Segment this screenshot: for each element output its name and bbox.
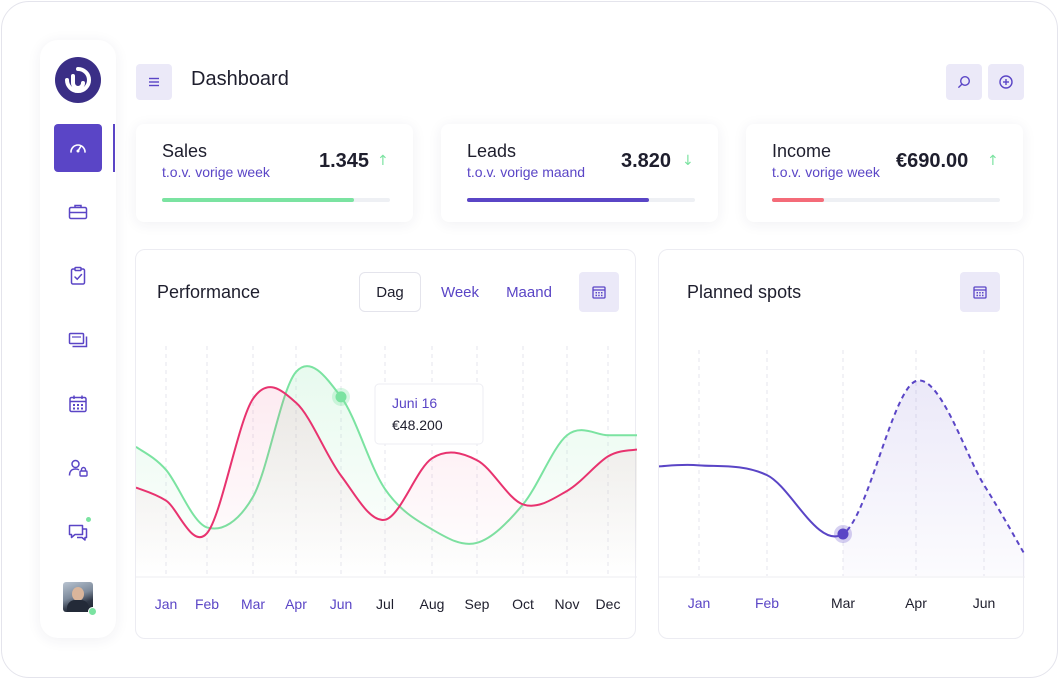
forecast-area: [843, 380, 1025, 576]
screens-icon: [68, 332, 88, 348]
menu-icon: [149, 77, 159, 87]
sidebar-item-portfolio[interactable]: [54, 188, 102, 236]
tooltip-border: [374, 383, 484, 445]
panel-title: Planned spots: [687, 282, 802, 302]
stat-value: 3.820: [621, 150, 672, 172]
stat-value: €690.00: [896, 150, 969, 172]
stat-card-leads: Leads t.o.v. vorige maand 3.820 ↓: [441, 124, 718, 222]
series-area: [136, 387, 637, 576]
brand-logo[interactable]: [55, 57, 101, 103]
x-tick-label: Jun: [973, 595, 996, 611]
sidebar: [40, 40, 116, 638]
sidebar-item-calendar[interactable]: [54, 380, 102, 428]
series-line: [136, 365, 637, 545]
gauge-icon: [70, 144, 86, 153]
x-tick-label: Feb: [755, 595, 779, 611]
x-tick-label: Aug: [420, 596, 445, 612]
trend-down-icon: ↓: [682, 153, 694, 169]
tab-dag[interactable]: Dag: [359, 272, 421, 312]
actual-line: [659, 463, 843, 538]
user-avatar[interactable]: [63, 582, 97, 616]
sidebar-item-media[interactable]: [54, 316, 102, 364]
x-tick-label: Apr: [285, 596, 307, 612]
stat-sub: t.o.v. vorige week: [162, 164, 270, 180]
x-tick-label: Apr: [905, 595, 927, 611]
tooltip: Juni 16 €48.200: [374, 383, 484, 445]
search-icon: [958, 75, 971, 88]
add-button[interactable]: [988, 64, 1024, 100]
sidebar-item-dashboard[interactable]: [54, 124, 102, 172]
x-tick-label: Dec: [596, 596, 621, 612]
sidebar-item-messages[interactable]: [54, 508, 102, 556]
x-tick-label: Oct: [512, 596, 534, 612]
chat-icon: [68, 524, 88, 541]
highlight-point: [335, 391, 347, 403]
x-tick-label: Feb: [195, 596, 219, 612]
stat-value: 1.345: [319, 150, 370, 172]
panel-title: Performance: [157, 282, 261, 302]
trend-up-icon: ↑: [377, 153, 389, 169]
sidebar-item-tasks[interactable]: [54, 252, 102, 300]
stat-card-income: Income t.o.v. vorige week €690.00 ↑: [746, 124, 1023, 222]
progress-fill: [467, 198, 650, 202]
calendar-button[interactable]: [960, 272, 1000, 312]
progress-track: [467, 198, 695, 202]
online-status-dot: [88, 607, 97, 616]
stat-card-sales: Sales t.o.v. vorige week 1.345 ↑: [136, 124, 413, 222]
user-lock-icon: [68, 459, 88, 477]
stat-label: Income: [772, 141, 832, 161]
planned-spots-chart: Jan Feb Mar Apr Jun: [659, 350, 1025, 611]
trend-up-icon: ↑: [987, 153, 999, 169]
avatar-face: [72, 587, 84, 601]
tooltip-date: Juni 16: [392, 395, 437, 411]
plus-circle-icon: [999, 75, 1013, 89]
calendar-icon: [592, 286, 606, 299]
active-nav-indicator: [113, 124, 115, 172]
search-button[interactable]: [946, 64, 982, 100]
menu-button[interactable]: [136, 64, 172, 100]
x-tick-label: Sep: [465, 596, 490, 612]
performance-panel: Performance Dag Week Maand Juni 16 €48.20…: [135, 249, 637, 639]
tab-week[interactable]: Week: [440, 283, 480, 301]
avatar-suit: [67, 600, 89, 612]
briefcase-icon: [68, 204, 88, 220]
x-tick-label: Mar: [831, 595, 855, 611]
stat-label: Sales: [162, 141, 208, 161]
x-tick-label: Mar: [241, 596, 265, 612]
sidebar-item-users[interactable]: [54, 444, 102, 492]
clipboard-check-icon: [70, 266, 86, 285]
stat-sub: t.o.v. vorige week: [772, 164, 880, 180]
planned-spots-panel: Planned spots Jan Feb Mar Apr Jun: [658, 249, 1025, 639]
progress-track: [772, 198, 1000, 202]
x-tick-label: Jan: [155, 596, 178, 612]
performance-chart: Juni 16 €48.200 Jan Feb Mar Apr Jun Jul Aug Sep Oc…: [136, 346, 637, 612]
stat-label: Leads: [467, 141, 517, 161]
brand-logo-mark: [65, 67, 91, 93]
calendar-icon: [69, 395, 87, 413]
x-tick-label: Jul: [376, 596, 394, 612]
progress-track: [162, 198, 390, 202]
page-title: Dashboard: [191, 68, 289, 90]
x-tick-label: Nov: [555, 596, 580, 612]
progress-fill: [772, 198, 825, 202]
x-tick-label: Jan: [688, 595, 711, 611]
series-line: [136, 386, 637, 538]
stat-sub: t.o.v. vorige maand: [467, 164, 586, 180]
tooltip-value: €48.200: [392, 417, 443, 433]
highlight-point: [837, 528, 849, 540]
progress-fill: [162, 198, 354, 202]
calendar-icon: [973, 286, 987, 299]
calendar-button[interactable]: [579, 272, 619, 312]
x-tick-label: Jun: [330, 596, 353, 612]
tab-maand[interactable]: Maand: [506, 283, 552, 301]
tooltip-box: [375, 384, 483, 444]
unread-badge: [85, 516, 92, 523]
